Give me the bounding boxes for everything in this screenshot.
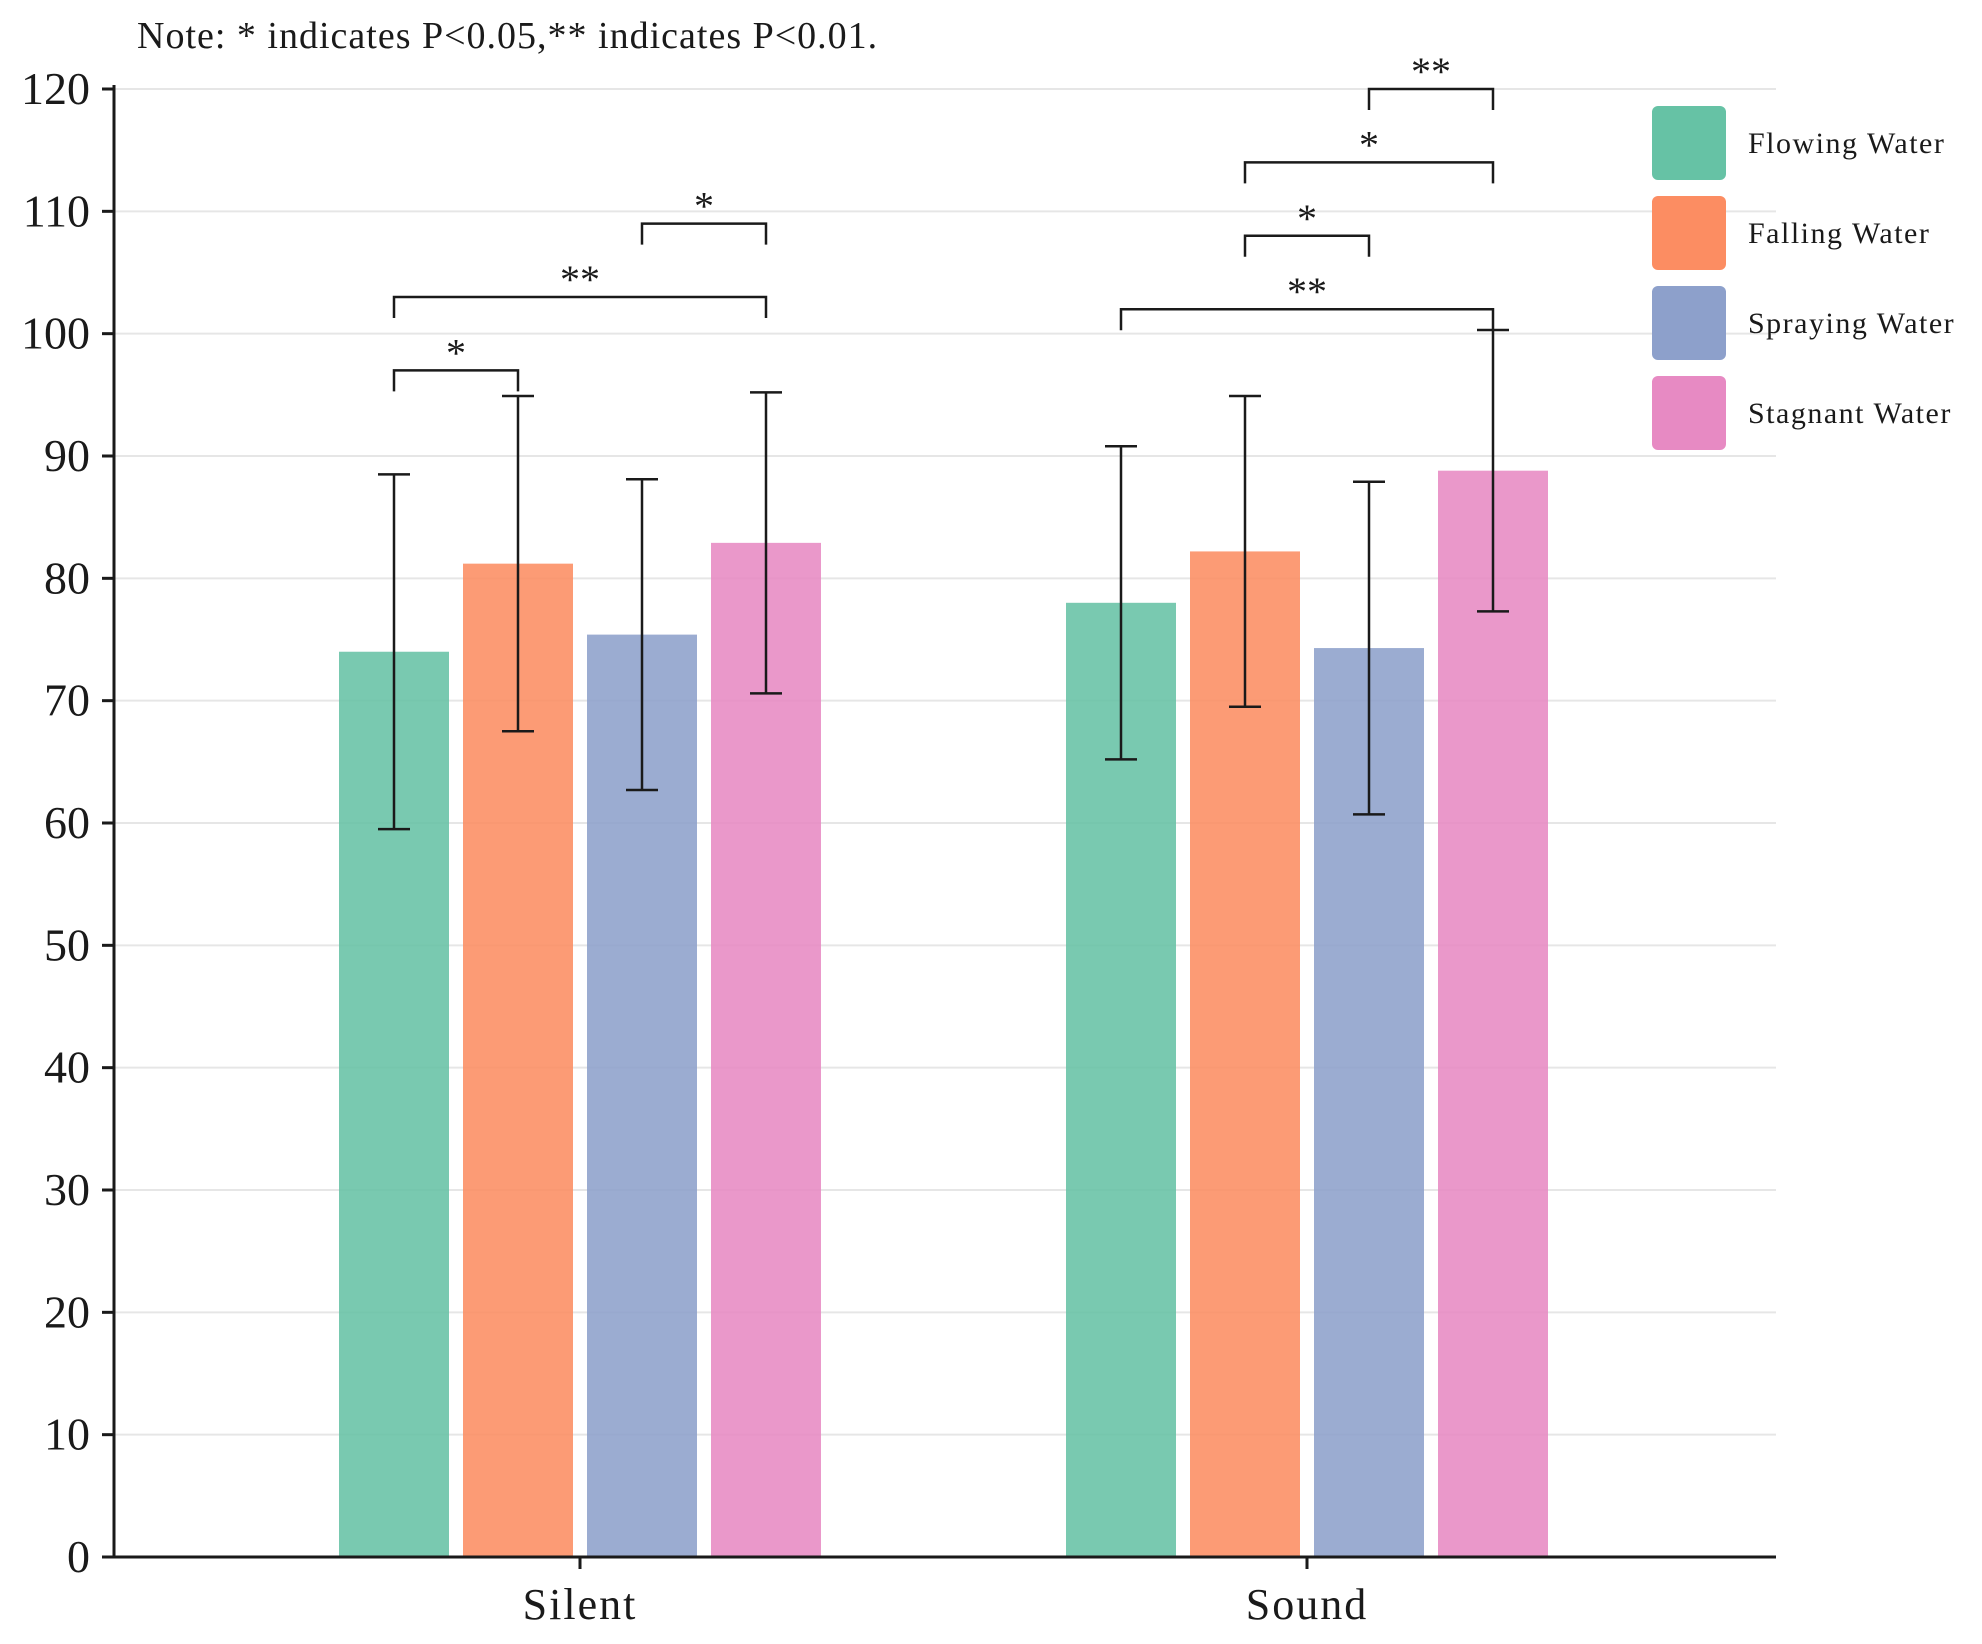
x-tick-label: Silent bbox=[523, 1580, 638, 1629]
significance-bracket bbox=[392, 369, 520, 392]
bar bbox=[1066, 602, 1176, 1557]
legend-swatch bbox=[1652, 106, 1726, 180]
chart-note: Note: * indicates P<0.05,** indicates P<… bbox=[137, 15, 878, 57]
significance-bracket bbox=[640, 222, 768, 245]
error-bars bbox=[378, 328, 1509, 831]
y-tick-label: 20 bbox=[44, 1286, 90, 1337]
legend-label: Stagnant Water bbox=[1748, 397, 1952, 430]
significance-label: * bbox=[694, 184, 714, 229]
legend-swatch bbox=[1652, 376, 1726, 450]
y-tick-label: 40 bbox=[44, 1042, 90, 1093]
bar bbox=[1190, 551, 1300, 1557]
y-tick-label: 70 bbox=[44, 675, 90, 726]
y-tick-label: 110 bbox=[23, 185, 90, 236]
bar bbox=[1438, 470, 1548, 1558]
legend-swatch bbox=[1652, 196, 1726, 270]
legend-label: Falling Water bbox=[1748, 217, 1930, 250]
significance-brackets: ********** bbox=[392, 49, 1495, 392]
y-tick-label: 50 bbox=[44, 919, 90, 970]
y-tick-label: 80 bbox=[44, 552, 90, 603]
significance-bracket bbox=[1367, 87, 1495, 110]
significance-label: * bbox=[1359, 122, 1379, 167]
legend-swatch bbox=[1652, 286, 1726, 360]
bars bbox=[339, 470, 1548, 1558]
bar bbox=[711, 542, 821, 1557]
y-tick-label: 0 bbox=[67, 1531, 90, 1582]
significance-label: * bbox=[446, 330, 466, 375]
significance-label: * bbox=[1297, 196, 1317, 241]
axes: 0 10 20 30 40 50 60 70 80 90 100 110 120 Silent Sound bbox=[21, 63, 1776, 1629]
y-tick-label: 60 bbox=[44, 797, 90, 848]
x-tick-label: Sound bbox=[1246, 1580, 1368, 1629]
y-tick-label: 90 bbox=[44, 430, 90, 481]
y-tick-label: 30 bbox=[44, 1164, 90, 1215]
significance-label: ** bbox=[1287, 269, 1327, 314]
significance-bracket bbox=[1243, 161, 1495, 184]
legend-label: Spraying Water bbox=[1748, 307, 1955, 340]
legend-label: Flowing Water bbox=[1748, 127, 1945, 160]
significance-bracket bbox=[392, 295, 768, 318]
y-tick-label: 100 bbox=[21, 308, 90, 359]
significance-label: ** bbox=[1411, 49, 1451, 94]
y-tick-label: 120 bbox=[21, 63, 90, 114]
significance-label: ** bbox=[560, 257, 600, 302]
y-tick-label: 10 bbox=[44, 1409, 90, 1460]
significance-bracket bbox=[1119, 307, 1495, 331]
significance-bracket bbox=[1243, 234, 1371, 257]
legend: Flowing Water Falling Water Spraying Water… bbox=[1652, 106, 1955, 450]
